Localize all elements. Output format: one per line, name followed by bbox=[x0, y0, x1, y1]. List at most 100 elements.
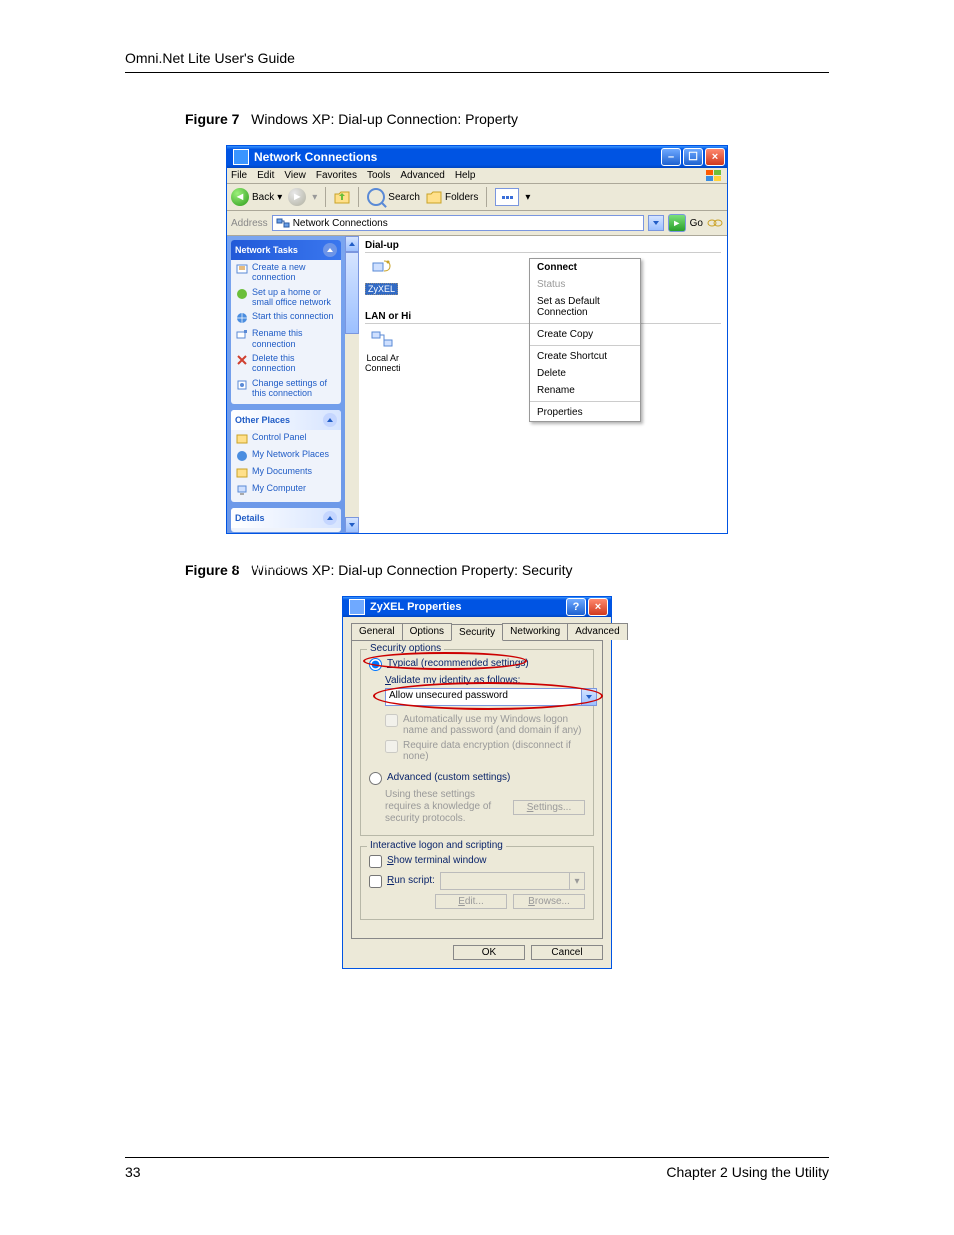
task-delete-connection[interactable]: Delete this connection bbox=[231, 351, 341, 376]
up-button[interactable] bbox=[334, 190, 350, 204]
scroll-down-icon[interactable] bbox=[345, 517, 359, 533]
menu-edit[interactable]: Edit bbox=[257, 170, 274, 181]
forward-button[interactable]: ► bbox=[288, 188, 306, 206]
task-rename-connection[interactable]: Rename this connection bbox=[231, 326, 341, 351]
search-icon bbox=[367, 188, 385, 206]
script-combo: ▾ bbox=[440, 872, 585, 890]
radio-typical[interactable]: TTypical (recommended settings)ypical (r… bbox=[369, 658, 585, 671]
figure7-label: Figure 7 bbox=[185, 111, 239, 127]
place-control-panel[interactable]: Control Panel bbox=[231, 430, 341, 447]
group-scripting: Interactive logon and scripting Show ter… bbox=[360, 846, 594, 920]
label-validate: Validate my identity as follows: bbox=[385, 675, 585, 686]
menu-advanced[interactable]: Advanced bbox=[400, 170, 444, 181]
legend-security: Security options bbox=[367, 643, 444, 654]
tab-advanced[interactable]: Advanced bbox=[567, 623, 627, 640]
ctx-properties[interactable]: Properties bbox=[530, 404, 640, 421]
panel-hdr-other-places[interactable]: Other Places bbox=[231, 410, 341, 430]
panel-details: Details bbox=[231, 508, 341, 532]
place-my-documents[interactable]: My Documents bbox=[231, 464, 341, 481]
dialog-title: ZyXEL Properties bbox=[370, 601, 462, 613]
tab-options[interactable]: Options bbox=[402, 623, 452, 640]
ctx-create-copy[interactable]: Create Copy bbox=[530, 326, 640, 343]
back-dropdown-icon: ▾ bbox=[277, 192, 282, 203]
minimize-button[interactable]: – bbox=[661, 148, 681, 166]
ctx-connect[interactable]: Connect bbox=[530, 259, 640, 276]
views-button[interactable] bbox=[495, 188, 519, 206]
menu-tools[interactable]: Tools bbox=[367, 170, 390, 181]
close-button[interactable]: × bbox=[588, 598, 608, 616]
links-icon bbox=[707, 217, 723, 229]
panel-hdr-details[interactable]: Details bbox=[231, 508, 341, 528]
menubar: File Edit View Favorites Tools Advanced … bbox=[227, 168, 727, 184]
window-titlebar[interactable]: Network Connections – ☐ × bbox=[227, 146, 727, 168]
menu-favorites[interactable]: Favorites bbox=[316, 170, 357, 181]
sidebar: Network Tasks Create a new connection Se… bbox=[227, 236, 345, 533]
cancel-button[interactable]: Cancel bbox=[531, 945, 603, 960]
tab-networking[interactable]: Networking bbox=[502, 623, 568, 640]
control-panel-icon bbox=[236, 433, 248, 445]
task-change-settings[interactable]: Change settings of this connection bbox=[231, 376, 341, 401]
radio-advanced[interactable]: Advanced (custom settings) bbox=[369, 772, 585, 785]
ok-button[interactable]: OK bbox=[453, 945, 525, 960]
tabpage-security: Security options TTypical (recommended s… bbox=[351, 641, 603, 939]
address-icon bbox=[276, 217, 290, 229]
place-network-places[interactable]: My Network Places bbox=[231, 447, 341, 464]
home-network-icon bbox=[236, 288, 248, 300]
network-places-icon bbox=[236, 450, 248, 462]
chk-run-script-input[interactable] bbox=[369, 875, 382, 888]
window-icon bbox=[233, 149, 249, 165]
ctx-delete[interactable]: Delete bbox=[530, 365, 640, 382]
sidebar-scrollbar[interactable] bbox=[345, 236, 359, 533]
radio-typical-input[interactable] bbox=[369, 658, 382, 671]
ctx-set-default[interactable]: Set as Default Connection bbox=[530, 293, 640, 321]
connection-zyxel[interactable]: ZyXEL bbox=[365, 257, 398, 295]
back-button[interactable]: ◄ Back ▾ bbox=[231, 188, 282, 206]
tab-security[interactable]: Security bbox=[451, 624, 503, 641]
network-connections-window: Network Connections – ☐ × File Edit View… bbox=[226, 145, 728, 534]
menu-view[interactable]: View bbox=[284, 170, 306, 181]
task-start-connection[interactable]: Start this connection bbox=[231, 309, 341, 326]
radio-advanced-input[interactable] bbox=[369, 772, 382, 785]
menu-file[interactable]: File bbox=[231, 170, 247, 181]
panel-hdr-network-tasks[interactable]: Network Tasks bbox=[231, 240, 341, 260]
folders-button[interactable]: Folders bbox=[426, 190, 478, 204]
scroll-thumb[interactable] bbox=[345, 252, 359, 334]
content-pane[interactable]: Dial-up ZyXEL LAN or Hi bbox=[359, 236, 727, 533]
ctx-status: Status bbox=[530, 276, 640, 293]
back-icon: ◄ bbox=[231, 188, 249, 206]
dialog-icon bbox=[349, 599, 365, 615]
combo-identity[interactable]: Allow unsecured password bbox=[385, 688, 597, 706]
help-button[interactable]: ? bbox=[566, 598, 586, 616]
scroll-up-icon[interactable] bbox=[345, 236, 359, 252]
script-dropdown-icon: ▾ bbox=[569, 873, 584, 889]
address-dropdown-button[interactable] bbox=[648, 215, 664, 231]
search-button[interactable]: Search bbox=[367, 188, 420, 206]
connection-local-area[interactable]: Local ArConnecti bbox=[365, 328, 401, 374]
menu-help[interactable]: Help bbox=[455, 170, 476, 181]
windows-flag-icon bbox=[705, 169, 723, 183]
connection-label: Local ArConnecti bbox=[365, 354, 401, 374]
close-button[interactable]: × bbox=[705, 148, 725, 166]
context-menu: Connect Status Set as Default Connection… bbox=[529, 258, 641, 422]
tab-general[interactable]: General bbox=[351, 623, 403, 640]
lan-icon bbox=[370, 328, 396, 352]
task-setup-network[interactable]: Set up a home or small office network bbox=[231, 285, 341, 310]
place-my-computer[interactable]: My Computer bbox=[231, 481, 341, 498]
chk-terminal-input[interactable] bbox=[369, 855, 382, 868]
address-input[interactable]: Network Connections bbox=[272, 215, 644, 231]
toolbar: ◄ Back ▾ ► ▾ Search Folders bbox=[227, 184, 727, 211]
combo-dropdown-icon[interactable] bbox=[581, 689, 596, 705]
go-button[interactable]: ► bbox=[668, 214, 686, 232]
chk-terminal[interactable]: Show terminal window bbox=[369, 855, 585, 868]
combo-value: Allow unsecured password bbox=[386, 689, 581, 705]
views-dropdown-icon: ▾ bbox=[525, 192, 530, 203]
chk-run-script[interactable]: Run script: bbox=[369, 875, 435, 888]
task-create-connection[interactable]: Create a new connection bbox=[231, 260, 341, 285]
ctx-rename[interactable]: Rename bbox=[530, 382, 640, 399]
tabs: General Options Security Networking Adva… bbox=[351, 623, 603, 641]
dialog-titlebar[interactable]: ZyXEL Properties ? × bbox=[343, 597, 611, 617]
delete-icon bbox=[236, 354, 248, 366]
ctx-create-shortcut[interactable]: Create Shortcut bbox=[530, 348, 640, 365]
connection-label: ZyXEL bbox=[365, 283, 398, 295]
maximize-button[interactable]: ☐ bbox=[683, 148, 703, 166]
